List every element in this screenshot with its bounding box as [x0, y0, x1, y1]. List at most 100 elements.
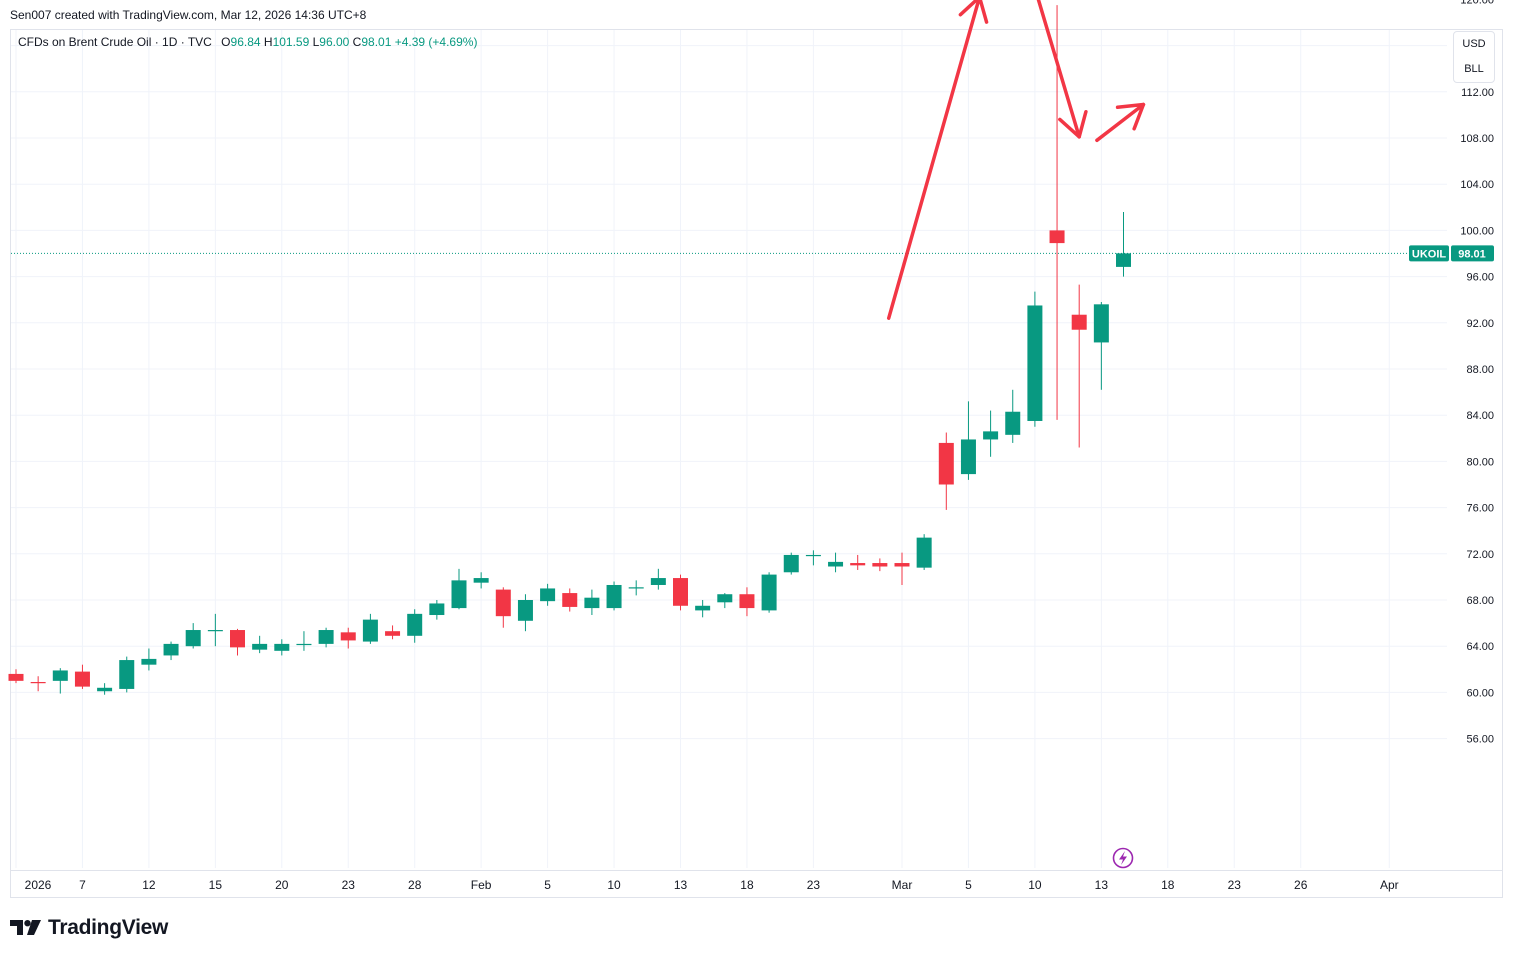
- candle[interactable]: [562, 588, 578, 612]
- candle[interactable]: [540, 583, 556, 606]
- candle[interactable]: [606, 581, 622, 611]
- time-tick-label: 13: [674, 878, 688, 892]
- annotation-arrow-up-right[interactable]: [1095, 102, 1146, 143]
- tradingview-logo-icon: [10, 920, 41, 935]
- candle[interactable]: [695, 600, 711, 618]
- candle[interactable]: [717, 593, 733, 609]
- candle[interactable]: [429, 600, 445, 620]
- currency-unit-box[interactable]: USD BLL: [1453, 31, 1495, 83]
- time-tick-label: Mar: [892, 878, 913, 892]
- time-tick-label: 18: [740, 878, 754, 892]
- candle[interactable]: [650, 568, 666, 590]
- candle-body: [451, 580, 467, 609]
- lightning-icon[interactable]: [1112, 847, 1134, 869]
- candle[interactable]: [296, 631, 312, 651]
- candle[interactable]: [1049, 5, 1065, 420]
- candle-body: [540, 588, 556, 602]
- candle[interactable]: [207, 613, 223, 647]
- candle[interactable]: [673, 574, 688, 611]
- time-axis: 2026 7 12 15 20 23 28 Feb 5 10 13 18 23 Mar 5 10 13 18 23 2…: [25, 878, 1399, 892]
- candle[interactable]: [407, 609, 423, 643]
- candle-body: [517, 600, 533, 621]
- candle[interactable]: [473, 572, 489, 589]
- candle[interactable]: [805, 550, 821, 566]
- chart-frame: [10, 29, 1503, 898]
- legend-change: +4.39 (+4.69%): [394, 35, 478, 49]
- annotation-arrow-down[interactable]: [1035, 0, 1088, 139]
- candle[interactable]: [141, 648, 157, 671]
- candle[interactable]: [739, 587, 755, 617]
- candle[interactable]: [628, 580, 644, 596]
- candle[interactable]: [30, 676, 46, 692]
- candle-body: [960, 439, 976, 475]
- tradingview-logo[interactable]: TradingView: [10, 916, 168, 940]
- candle[interactable]: [960, 401, 976, 480]
- candle[interactable]: [783, 552, 799, 575]
- price-tick-label: 88.00: [1466, 364, 1494, 376]
- legend-low-label: L: [312, 35, 320, 49]
- annotation-arrow-up[interactable]: [886, 0, 989, 320]
- candle[interactable]: [230, 628, 245, 656]
- candle[interactable]: [983, 410, 999, 457]
- candle-body: [1071, 314, 1087, 330]
- candle-body: [296, 643, 312, 646]
- candle[interactable]: [185, 623, 201, 649]
- candle[interactable]: [52, 668, 68, 694]
- candle[interactable]: [828, 552, 844, 573]
- candle-body: [318, 630, 334, 644]
- arrow-shaft: [1095, 102, 1146, 143]
- candle[interactable]: [1093, 302, 1109, 390]
- candle[interactable]: [894, 552, 910, 585]
- candle[interactable]: [119, 656, 135, 693]
- candle[interactable]: [584, 589, 600, 616]
- candle[interactable]: [1116, 212, 1131, 277]
- candle[interactable]: [1027, 291, 1043, 427]
- candle-body: [429, 603, 445, 616]
- candle[interactable]: [872, 558, 888, 572]
- candle[interactable]: [385, 625, 401, 640]
- candle[interactable]: [8, 669, 24, 684]
- currency-label[interactable]: USD: [1462, 38, 1486, 50]
- price-tick-label: 68.00: [1466, 595, 1494, 607]
- candle-body: [562, 593, 578, 607]
- unit-label[interactable]: BLL: [1464, 63, 1484, 75]
- candle[interactable]: [74, 664, 90, 689]
- candle[interactable]: [938, 432, 954, 510]
- price-tick-label: 60.00: [1466, 687, 1494, 699]
- arrow-head: [1115, 102, 1146, 131]
- candle[interactable]: [916, 534, 932, 570]
- candle[interactable]: [517, 594, 533, 632]
- candle[interactable]: [1005, 389, 1021, 443]
- price-axis: 56.00 60.00 64.00 68.00 72.00 76.00 80.00 84.00…: [1460, 0, 1494, 746]
- candle-body: [983, 431, 999, 440]
- candle[interactable]: [97, 683, 113, 695]
- candle-body: [252, 643, 268, 650]
- time-tick-label: 28: [408, 878, 422, 892]
- price-tick-label: 108.00: [1460, 133, 1494, 145]
- legend-high-label: H: [263, 35, 273, 49]
- candle-body: [1049, 230, 1065, 244]
- candle-body: [850, 563, 866, 566]
- candle[interactable]: [761, 572, 777, 613]
- candle-body: [52, 670, 68, 681]
- candle[interactable]: [163, 641, 179, 661]
- candle[interactable]: [495, 587, 511, 628]
- candle-body: [185, 630, 201, 647]
- symbol-legend[interactable]: CFDs on Brent Crude Oil · 1D · TVC O96.8…: [18, 35, 477, 49]
- candle[interactable]: [362, 613, 378, 644]
- candle[interactable]: [318, 627, 334, 648]
- candle[interactable]: [451, 568, 467, 610]
- candle[interactable]: [1071, 284, 1087, 448]
- chart-credit: Sen007 created with TradingView.com, Mar…: [10, 8, 367, 22]
- candle-body: [828, 561, 844, 567]
- price-tick-label: 56.00: [1466, 734, 1494, 746]
- candle-body: [274, 643, 290, 651]
- time-tick-label: 10: [607, 878, 621, 892]
- candle[interactable]: [850, 554, 866, 570]
- price-tick-label: 112.00: [1461, 87, 1494, 99]
- candle[interactable]: [274, 639, 290, 656]
- candle[interactable]: [252, 635, 268, 654]
- candle[interactable]: [340, 627, 356, 649]
- candle-body: [1005, 411, 1021, 435]
